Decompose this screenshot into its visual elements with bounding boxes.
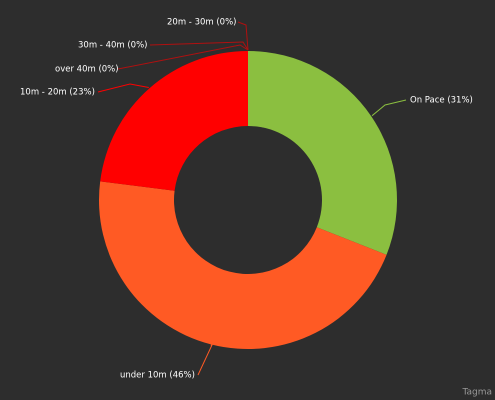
data-label: over 40m (0%): [55, 65, 119, 75]
leader-line: [149, 41, 249, 51]
leader-line: [237, 21, 249, 51]
leader-line: [117, 44, 249, 70]
donut-segment: [99, 181, 387, 349]
donut-segment: [100, 51, 248, 191]
data-label: under 10m (46%): [120, 371, 195, 381]
leader-line: [197, 344, 213, 376]
credit: Tagma: [461, 388, 492, 398]
data-label: On Pace (31%): [410, 96, 473, 106]
data-label: 30m - 40m (0%): [78, 41, 147, 51]
data-label: 10m - 20m (23%): [20, 88, 95, 98]
leader-line: [371, 99, 407, 117]
donut-segment: [248, 51, 397, 255]
data-label: 20m - 30m (0%): [167, 18, 236, 28]
leader-line: [97, 83, 149, 93]
